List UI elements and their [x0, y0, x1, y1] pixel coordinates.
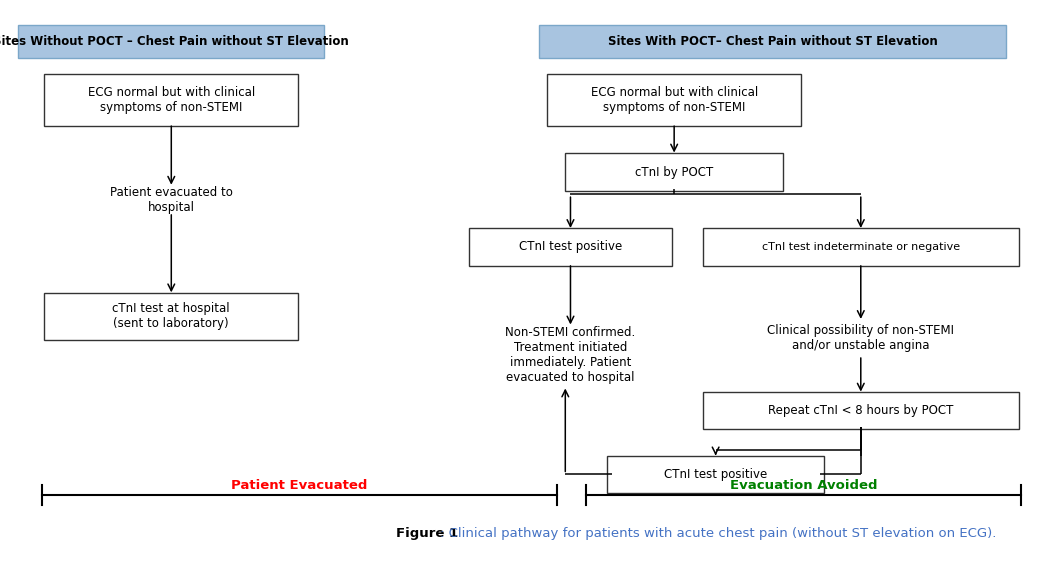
Text: Patient Evacuated: Patient Evacuated — [231, 479, 367, 492]
Text: : Clinical pathway for patients with acute chest pain (without ST elevation on E: : Clinical pathway for patients with acu… — [440, 527, 997, 540]
FancyBboxPatch shape — [703, 228, 1019, 266]
Text: Sites Without POCT – Chest Pain without ST Elevation: Sites Without POCT – Chest Pain without … — [0, 35, 349, 48]
Text: CTnI test positive: CTnI test positive — [664, 468, 767, 481]
FancyBboxPatch shape — [607, 456, 824, 493]
Text: Clinical possibility of non-STEMI
and/or unstable angina: Clinical possibility of non-STEMI and/or… — [767, 324, 954, 353]
Text: Sites With POCT– Chest Pain without ST Elevation: Sites With POCT– Chest Pain without ST E… — [607, 35, 937, 48]
Text: cTnI test indeterminate or negative: cTnI test indeterminate or negative — [762, 242, 960, 252]
FancyBboxPatch shape — [470, 228, 672, 266]
Text: CTnI test positive: CTnI test positive — [518, 241, 622, 254]
FancyBboxPatch shape — [540, 25, 1006, 58]
Text: Non-STEMI confirmed.
Treatment initiated
immediately. Patient
evacuated to hospi: Non-STEMI confirmed. Treatment initiated… — [506, 326, 636, 384]
Text: Figure 1: Figure 1 — [397, 527, 458, 540]
FancyBboxPatch shape — [565, 153, 783, 191]
Text: ECG normal but with clinical
symptoms of non-STEMI: ECG normal but with clinical symptoms of… — [590, 86, 758, 114]
Text: Patient evacuated to
hospital: Patient evacuated to hospital — [110, 186, 233, 214]
FancyBboxPatch shape — [44, 293, 298, 340]
FancyBboxPatch shape — [18, 25, 324, 58]
Text: Evacuation Avoided: Evacuation Avoided — [730, 479, 877, 492]
Text: ECG normal but with clinical
symptoms of non-STEMI: ECG normal but with clinical symptoms of… — [88, 86, 255, 114]
Text: cTnI by POCT: cTnI by POCT — [635, 166, 713, 178]
FancyBboxPatch shape — [44, 74, 298, 126]
Text: Repeat cTnI < 8 hours by POCT: Repeat cTnI < 8 hours by POCT — [768, 404, 953, 417]
FancyBboxPatch shape — [703, 392, 1019, 430]
FancyBboxPatch shape — [547, 74, 801, 126]
Text: cTnI test at hospital
(sent to laboratory): cTnI test at hospital (sent to laborator… — [112, 302, 230, 331]
